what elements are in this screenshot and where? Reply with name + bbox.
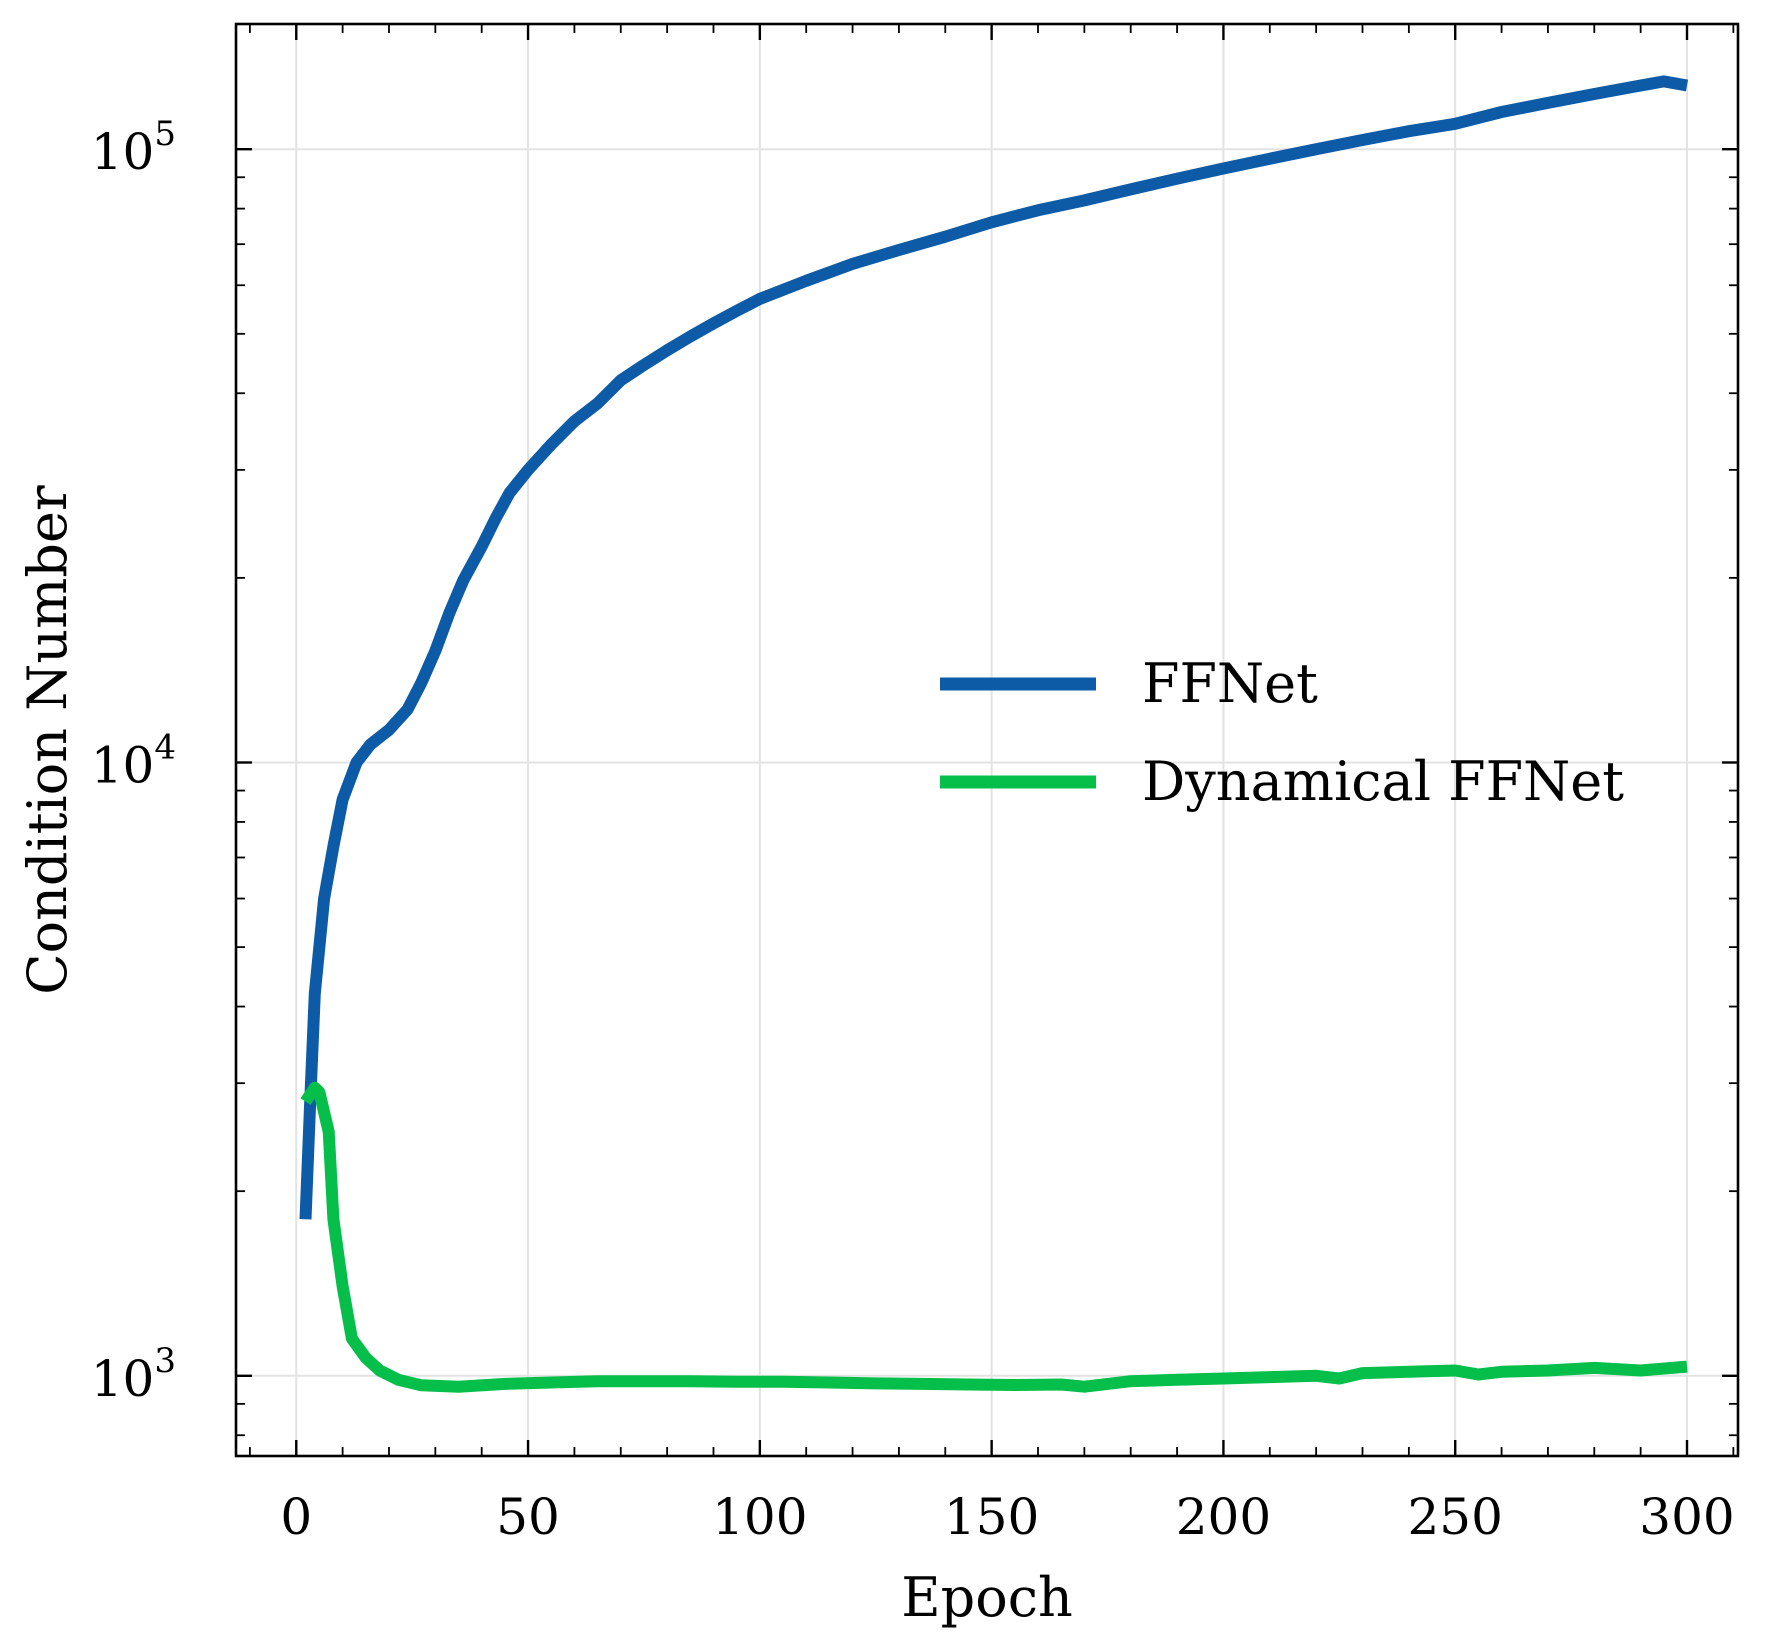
y-tick-label: 103 bbox=[91, 1341, 176, 1408]
x-tick-label: 250 bbox=[1407, 1488, 1502, 1546]
x-tick-label: 300 bbox=[1639, 1488, 1734, 1546]
x-tick-label: 200 bbox=[1176, 1488, 1271, 1546]
grid bbox=[236, 24, 1738, 1456]
series-layer bbox=[299, 75, 1689, 1393]
y-tick-label: 105 bbox=[91, 114, 176, 181]
series-line-ffnet bbox=[299, 75, 1689, 1220]
x-tick-labels: 0 50 100 150 200 250 300 bbox=[280, 1488, 1734, 1546]
plot-frame bbox=[234, 22, 1740, 1458]
ticks bbox=[236, 24, 1738, 1456]
y-axis-label: Condition Number bbox=[16, 485, 79, 995]
x-tick-label: 150 bbox=[944, 1488, 1039, 1546]
y-tick-labels: 103 104 105 bbox=[91, 114, 176, 1408]
y-tick-exponent: 3 bbox=[154, 1341, 176, 1381]
series-line-dynamical-ffnet bbox=[300, 1081, 1688, 1393]
x-axis-label: Epoch bbox=[901, 1566, 1073, 1629]
y-tick-label: 104 bbox=[91, 727, 176, 794]
y-tick-exponent: 5 bbox=[154, 114, 176, 154]
y-tick-exponent: 4 bbox=[154, 727, 176, 767]
legend-label-dynamical-ffnet: Dynamical FFNet bbox=[1142, 750, 1624, 813]
x-tick-label: 50 bbox=[496, 1488, 560, 1546]
plot-background bbox=[236, 24, 1738, 1456]
x-tick-label: 100 bbox=[712, 1488, 807, 1546]
legend-label-ffnet: FFNet bbox=[1142, 652, 1318, 715]
x-tick-label: 0 bbox=[280, 1488, 312, 1546]
legend: FFNet Dynamical FFNet bbox=[940, 652, 1624, 813]
